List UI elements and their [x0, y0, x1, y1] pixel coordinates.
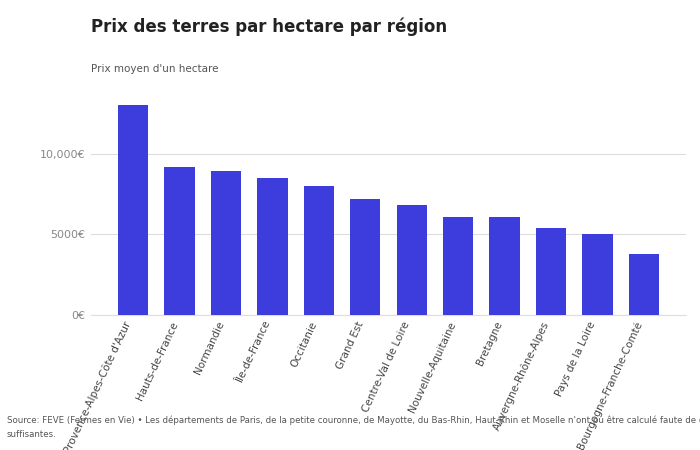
- Bar: [536, 228, 566, 315]
- Bar: [629, 254, 659, 315]
- Bar: [211, 171, 241, 315]
- Text: suffisantes.: suffisantes.: [7, 430, 57, 439]
- Bar: [304, 186, 334, 315]
- Text: Prix moyen d'un hectare: Prix moyen d'un hectare: [91, 64, 218, 74]
- Bar: [397, 205, 427, 315]
- Text: Source: FEVE (Fermes en Vie) • Les départements de Paris, de la petite couronne,: Source: FEVE (Fermes en Vie) • Les dépar…: [7, 416, 700, 425]
- Bar: [164, 166, 195, 315]
- Bar: [489, 217, 519, 315]
- Bar: [350, 199, 380, 315]
- Bar: [582, 234, 612, 315]
- Bar: [443, 216, 473, 315]
- Text: Prix des terres par hectare par région: Prix des terres par hectare par région: [91, 18, 447, 36]
- Bar: [118, 105, 148, 315]
- Bar: [258, 178, 288, 315]
